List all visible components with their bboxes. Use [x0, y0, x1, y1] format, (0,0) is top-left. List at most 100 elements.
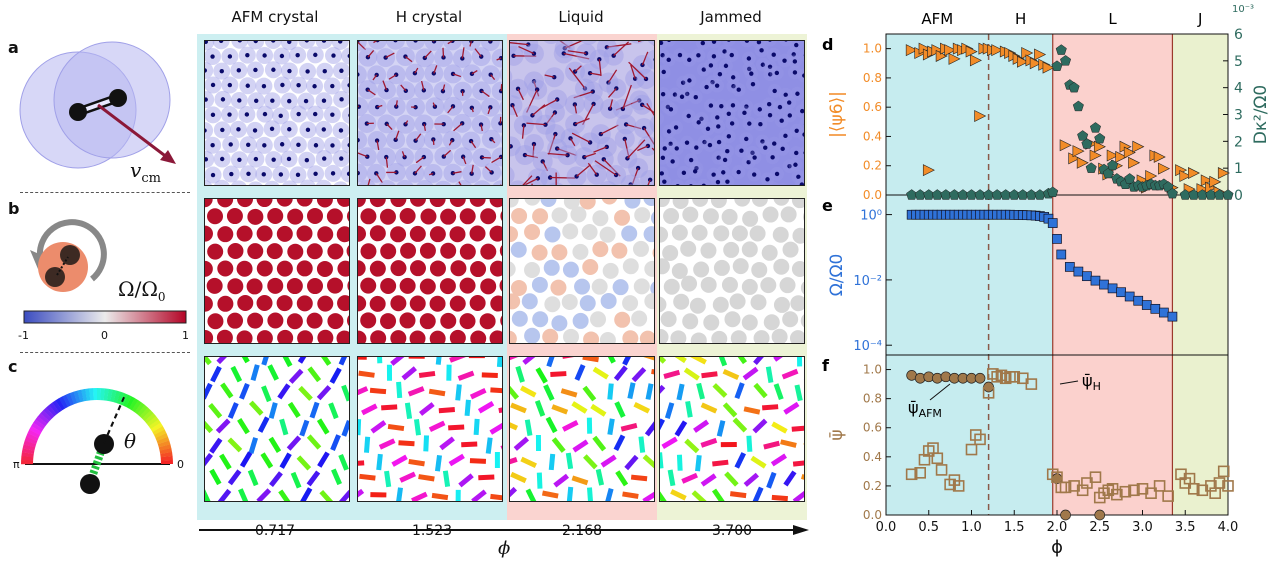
e-series0-point-41 — [1108, 284, 1117, 293]
d-ytick-right-0: 0 — [1234, 188, 1243, 204]
panel-letter-f: f — [822, 356, 830, 375]
e-series0-point-48 — [1168, 312, 1177, 321]
zero-label: 0 — [177, 458, 184, 471]
snapshot-liquid-row3 — [509, 356, 655, 502]
panel-a: a vcm — [0, 30, 195, 190]
colorbar-tick-mid: 0 — [101, 329, 108, 342]
snapshot-h-row2 — [357, 198, 503, 344]
f-xtick-3: 1.5 — [1004, 520, 1025, 535]
snapshot-jammed-row1 — [659, 40, 805, 186]
dimer-diagram — [0, 30, 195, 190]
e-ylabel: Ω/Ω0 — [827, 254, 847, 297]
panel-b: b Ω/Ω0 -1 0 1 — [0, 195, 195, 350]
d-ytick-left-0: 0.0 — [863, 188, 882, 202]
e-series0-point-38 — [1082, 272, 1091, 281]
e-series0-point-40 — [1100, 280, 1109, 289]
e-ytick-2: 10⁻⁴ — [853, 339, 882, 354]
colorbar-tick-min: -1 — [18, 329, 29, 342]
f-series0-point-12 — [1095, 510, 1105, 520]
snapshot-grid: AFM crystal H crystal Liquid Jammed — [197, 0, 807, 520]
f-series0-point-11 — [1061, 510, 1071, 520]
region-label-j: J — [1197, 10, 1202, 28]
f-ytick-2: 0.4 — [863, 450, 882, 464]
phi-axis-label: ϕ — [498, 538, 510, 559]
d-ytick-right-5: 5 — [1234, 54, 1243, 70]
snapshot-jammed-row2 — [659, 198, 805, 344]
snapshot-afm-row3 — [204, 356, 350, 502]
d-ytick-left-3: 0.6 — [863, 100, 882, 114]
d-ytick-right-1: 1 — [1234, 161, 1243, 177]
d-ylabel-left: |⟨ψ6⟩| — [827, 91, 847, 138]
panel-c: c θ π 0 — [0, 355, 195, 515]
snapshot-h-row1 — [357, 40, 503, 186]
f-ylabel: ψ̄ — [827, 429, 847, 440]
snapshot-liquid-row2 — [509, 198, 655, 344]
panel-letter-c: c — [8, 357, 17, 376]
f-ytick-4: 0.8 — [863, 392, 882, 406]
e-series0-point-43 — [1125, 292, 1134, 301]
colorbar-tick-max: 1 — [182, 329, 189, 342]
e-series0-point-35 — [1057, 250, 1066, 259]
d-ytick-left-5: 1.0 — [863, 42, 882, 56]
e-series0-point-47 — [1159, 308, 1168, 317]
d-ytick-right-3: 3 — [1234, 108, 1243, 124]
e-series0-point-45 — [1142, 301, 1151, 310]
theta-label: θ — [124, 429, 136, 453]
d-ytick-left-1: 0.2 — [863, 159, 882, 173]
snapshot-afm-row2 — [204, 198, 350, 344]
rotation-diagram — [0, 195, 195, 355]
phi-value-h: 1.523 — [372, 523, 492, 539]
phi-value-jammed: 3.700 — [672, 523, 792, 539]
region-label-l: L — [1108, 10, 1117, 28]
divider-bc — [20, 352, 190, 353]
region-bg-2 — [1053, 34, 1173, 515]
region-bg-1 — [989, 34, 1053, 515]
e-ytick-1: 10⁻² — [853, 274, 882, 289]
e-series0-point-36 — [1065, 262, 1074, 271]
orientation-diagram — [0, 355, 195, 515]
f-ytick-5: 1.0 — [863, 363, 882, 377]
f-xtick-5: 2.5 — [1089, 520, 1110, 535]
f-xtick-6: 3.0 — [1132, 520, 1153, 535]
e-series0-point-33 — [1048, 219, 1057, 228]
f-xtick-0: 0.0 — [876, 520, 897, 535]
region-label-afm: AFM — [921, 10, 953, 28]
divider-ab — [20, 192, 190, 193]
snapshot-h-row3 — [357, 356, 503, 502]
pi-label: π — [13, 458, 20, 471]
f-xtick-7: 3.5 — [1175, 520, 1196, 535]
f-xlabel: ϕ — [1051, 537, 1063, 558]
panel-letter-a: a — [8, 38, 19, 57]
vcm-label: vcm — [130, 158, 161, 186]
d-ytick-right-2: 2 — [1234, 134, 1243, 150]
f-ytick-3: 0.6 — [863, 421, 882, 435]
region-label-h: H — [1015, 10, 1026, 28]
panel-letter-d: d — [822, 35, 833, 54]
f-series0-point-8 — [975, 373, 985, 383]
d-ytick-left-2: 0.4 — [863, 129, 882, 143]
d-right-exponent: 10⁻³ — [1232, 4, 1254, 15]
panel-letter-e: e — [822, 196, 833, 215]
column-title-h: H crystal — [355, 8, 503, 26]
f-ytick-1: 0.2 — [863, 479, 882, 493]
phi-value-liquid: 2.168 — [522, 523, 642, 539]
f-xtick-2: 1.0 — [961, 520, 982, 535]
d-ylabel-right: Dκ²/Ω0 — [1251, 85, 1271, 144]
e-series0-point-42 — [1117, 288, 1126, 297]
e-series0-point-44 — [1134, 296, 1143, 305]
f-xtick-1: 0.5 — [918, 520, 939, 535]
d-ytick-left-4: 0.8 — [863, 71, 882, 85]
f-xtick-8: 4.0 — [1218, 520, 1239, 535]
phi-value-afm: 0.717 — [215, 523, 335, 539]
panel-letter-b: b — [8, 199, 19, 218]
omega-label: Ω/Ω0 — [118, 277, 166, 304]
f-series0-point-9 — [984, 382, 994, 392]
column-title-afm: AFM crystal — [201, 8, 349, 26]
snapshot-jammed-row3 — [659, 356, 805, 502]
column-title-liquid: Liquid — [507, 8, 655, 26]
f-xtick-4: 2.0 — [1047, 520, 1068, 535]
d-ytick-right-6: 6 — [1234, 27, 1243, 43]
e-series0-point-37 — [1074, 267, 1083, 276]
snapshot-liquid-row1 — [509, 40, 655, 186]
